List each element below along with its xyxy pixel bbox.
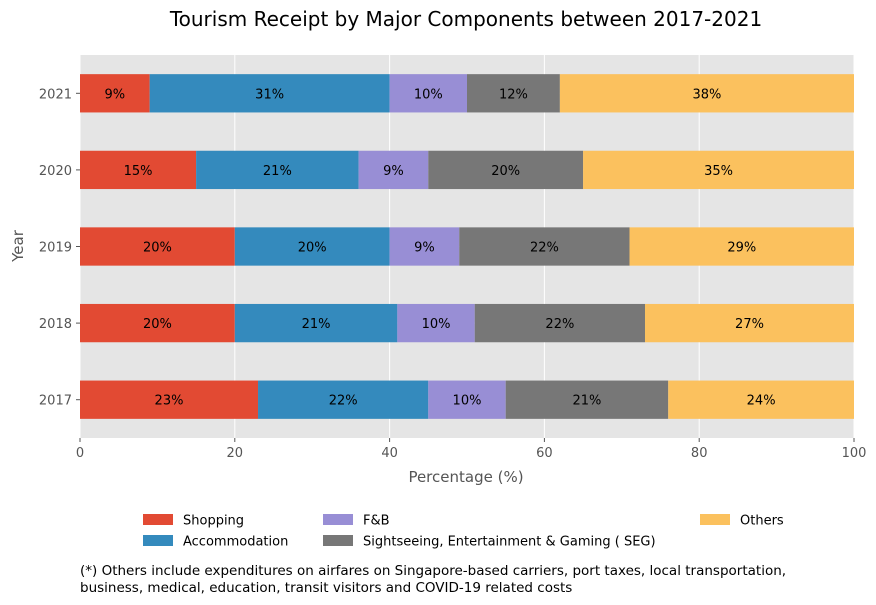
data-label: 35% [704,164,733,179]
bar-segment [668,380,854,419]
bar-segment [559,74,854,113]
x-tick-label: 0 [76,446,84,461]
x-tick-label: 20 [227,446,244,461]
bar-segment [389,74,467,113]
bar-segment [258,380,429,419]
bar-segment [428,150,584,190]
legend-swatch [700,514,730,525]
x-axis-ticks: 0 20 40 60 80 100 [76,438,867,461]
x-tick-label: 100 [842,446,867,461]
y-tick-label: 2017 [39,394,72,409]
bars: 23% 22% 10% 21% 24% 20% 21% 10% 22% 27% 20% 20% 9% 22… [80,74,854,419]
y-tick-label: 2018 [39,317,72,332]
data-label: 21% [263,164,292,179]
bar-segment [474,303,646,343]
bar-segment [505,380,669,419]
data-label: 15% [124,164,153,179]
data-label: 10% [414,87,443,102]
legend-label: Accommodation [183,535,288,550]
data-label: 38% [692,87,721,102]
data-label: 9% [383,164,404,179]
y-tick-label: 2020 [39,164,72,179]
y-tick-label: 2021 [39,87,72,102]
legend-label: F&B [363,514,390,529]
bar-segment [428,380,506,419]
bar-segment [80,303,235,343]
data-label: 31% [255,87,284,102]
x-tick-label: 40 [381,446,398,461]
footnote: (*) Others include expenditures on airfa… [80,563,860,597]
data-label: 12% [499,87,528,102]
bar-segment [80,150,197,190]
data-label: 20% [491,164,520,179]
x-tick-label: 60 [536,446,553,461]
y-axis-label: Year [9,229,27,263]
data-label: 22% [530,241,559,256]
data-label: 10% [453,394,482,409]
data-label: 21% [573,394,602,409]
bar-segment [234,303,398,343]
y-tick-label: 2019 [39,241,72,256]
legend-swatch [143,535,173,546]
footnote-line-1: (*) Others include expenditures on airfa… [80,563,787,579]
bar-segment [80,74,150,113]
data-label: 24% [747,394,776,409]
bar-segment [234,227,390,266]
bar-segment [389,227,460,266]
data-label: 21% [302,317,331,332]
data-label: 10% [422,317,451,332]
data-label: 9% [105,87,126,102]
data-label: 22% [545,317,574,332]
legend-swatch [323,535,353,546]
y-axis-ticks: 2017 2018 2019 2020 2021 [39,87,80,409]
legend-label: Others [740,514,784,529]
data-label: 20% [143,241,172,256]
footnote-line-2: business, medical, education, transit vi… [80,580,573,596]
bar-segment [459,227,630,266]
x-axis-label: Percentage (%) [408,468,523,486]
bar-segment [358,150,429,190]
data-label: 22% [329,394,358,409]
legend-label: Shopping [183,514,244,529]
data-label: 20% [143,317,172,332]
data-label: 29% [727,241,756,256]
chart-title: Tourism Receipt by Major Components betw… [169,7,762,31]
legend-swatch [323,514,353,525]
bar-segment [629,227,854,266]
data-label: 27% [735,317,764,332]
bar-segment [149,74,390,113]
bar-segment [397,303,475,343]
legend-swatch [143,514,173,525]
legend: Shopping Accommodation F&B Sightseeing, Ent… [143,514,784,550]
data-label: 20% [298,241,327,256]
bar-segment [645,303,854,343]
bar-segment [467,74,560,113]
bar-segment [80,227,235,266]
legend-label: Sightseeing, Entertainment & Gaming ( SE… [363,535,656,550]
x-tick-label: 80 [691,446,708,461]
bar-segment [583,150,854,190]
data-label: 23% [155,394,184,409]
bar-segment [196,150,359,190]
data-label: 9% [414,241,435,256]
bar-segment [80,380,259,419]
